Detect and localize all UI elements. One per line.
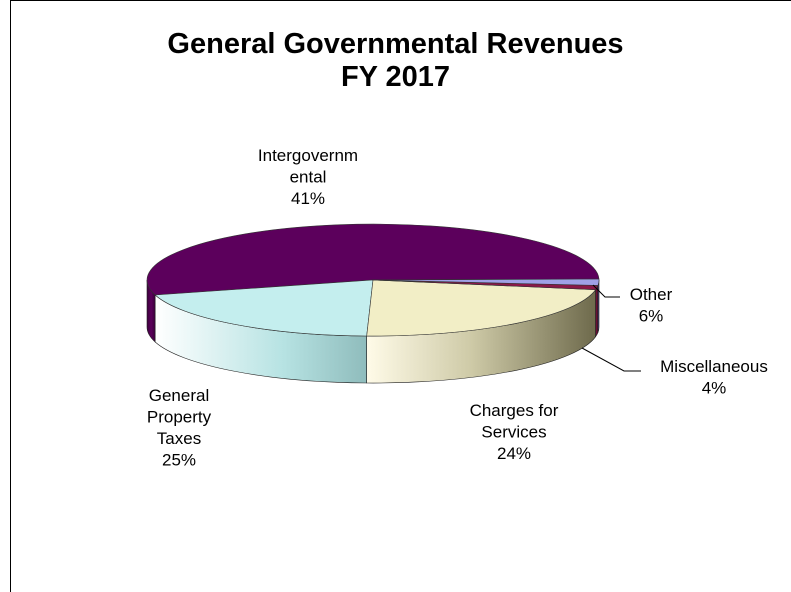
chart-title-line-2: FY 2017	[340, 61, 451, 93]
label-miscellaneous-line-1: 4%	[702, 379, 727, 398]
slice-labels: Intergovernm ental 41% General Property Taxes…	[147, 146, 768, 470]
label-intergovernmental-line-2: 41%	[291, 189, 325, 208]
pie-tops	[146, 223, 600, 337]
label-other-line-1: 6%	[639, 307, 664, 326]
chart-frame	[10, 0, 791, 592]
slice-general-property-taxes	[154, 279, 374, 337]
label-general-property-taxes-line-1: Property	[147, 408, 212, 427]
label-charges-for-services-line-0: Charges for	[470, 401, 559, 420]
slice-intergovernmental	[146, 223, 600, 296]
label-other: Other 6%	[630, 285, 673, 326]
label-charges-for-services: Charges for Services 24%	[470, 401, 559, 463]
label-intergovernmental-line-1: ental	[290, 168, 327, 187]
label-other-line-0: Other	[630, 285, 673, 304]
slice-other	[372, 278, 600, 286]
chart-title-line-1: General Governmental Revenues	[167, 28, 624, 60]
leader-other	[592, 284, 620, 298]
chart-title: General Governmental Revenues FY 2017	[0, 28, 791, 94]
slice-side-miscellaneous	[595, 285, 599, 338]
slice-charges-for-services	[366, 279, 597, 337]
label-intergovernmental: Intergovernm ental 41%	[258, 146, 358, 208]
leader-miscellaneous	[581, 347, 641, 372]
label-miscellaneous-line-0: Miscellaneous	[660, 357, 768, 376]
label-general-property-taxes: General Property Taxes 25%	[147, 386, 212, 470]
label-charges-for-services-line-2: 24%	[497, 444, 531, 463]
label-general-property-taxes-line-2: Taxes	[157, 429, 201, 448]
label-intergovernmental-line-0: Intergovernm	[258, 146, 358, 165]
label-general-property-taxes-line-3: 25%	[162, 451, 196, 470]
label-charges-for-services-line-1: Services	[481, 423, 546, 442]
leader-lines	[581, 284, 641, 372]
label-general-property-taxes-line-0: General	[149, 386, 209, 405]
slice-side-other	[597, 279, 600, 333]
label-miscellaneous: Miscellaneous 4%	[660, 357, 768, 398]
